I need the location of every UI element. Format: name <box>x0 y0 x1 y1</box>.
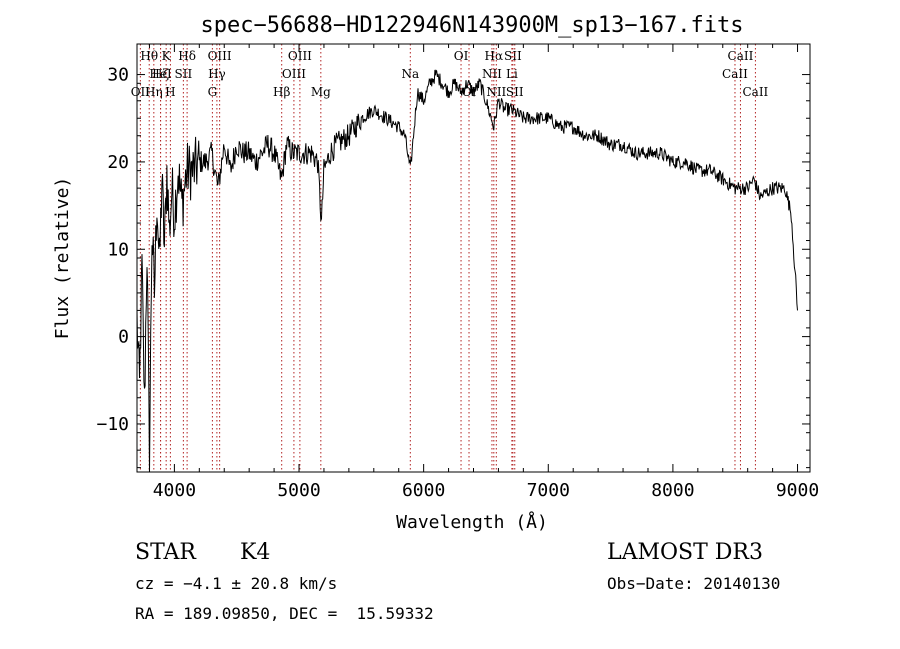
line-marker-label: SII <box>506 85 524 99</box>
line-marker-label: Hβ <box>273 85 290 99</box>
line-marker-label: Hη <box>145 85 163 99</box>
line-marker-label: OIII <box>288 49 312 63</box>
y-tick-label: 20 <box>107 152 129 173</box>
x-axis: 4000 5000 6000 7000 8000 9000 <box>148 44 819 501</box>
y-axis-label: Flux (relative) <box>52 177 73 340</box>
line-marker-label: NII <box>482 67 502 81</box>
plot-frame <box>136 43 811 473</box>
line-marker-label: HeI <box>149 67 172 81</box>
x-tick-label: 8000 <box>651 480 694 501</box>
line-marker-label: K <box>162 49 172 63</box>
chart-title: spec−56688−HD122946N143900M_sp13−167.fit… <box>200 13 743 38</box>
line-marker-label: H <box>165 85 175 99</box>
line-marker-label: CaII <box>722 67 748 81</box>
line-markers: HθOIIHηHζHeIKHSIIHδGOIIIHγHβOIIIOIIIMgNa… <box>131 44 769 472</box>
survey-name: LAMOST DR3 <box>607 540 763 565</box>
line-marker-label: SII <box>175 67 193 81</box>
line-marker-label: SII <box>504 49 522 63</box>
obs-date: Obs−Date: 20140130 <box>607 574 781 593</box>
coordinates: RA = 189.09850, DEC = 15.59332 <box>135 604 434 623</box>
line-marker-label: Hζ <box>152 67 169 81</box>
line-marker-label: Hθ <box>140 49 158 63</box>
line-marker-label: NII <box>486 85 506 99</box>
x-tick-label: 7000 <box>527 480 570 501</box>
line-marker-label: CaII <box>742 85 768 99</box>
x-tick-label: 6000 <box>402 480 445 501</box>
line-marker-label: Hγ <box>208 67 226 81</box>
line-marker-label: OI <box>454 49 469 63</box>
y-tick-label: 10 <box>107 239 129 260</box>
line-marker-label: CaII <box>728 49 754 63</box>
line-marker-label: OIII <box>282 67 306 81</box>
object-subclass: K4 <box>240 540 271 565</box>
x-tick-label: 9000 <box>776 480 819 501</box>
x-tick-label: 5000 <box>277 480 320 501</box>
line-marker-label: Hδ <box>178 49 196 63</box>
y-tick-label: 0 <box>118 327 129 348</box>
x-axis-label: Wavelength (Å) <box>396 511 548 533</box>
spectrum-series <box>136 69 798 473</box>
line-marker-label: Mg <box>311 85 331 99</box>
y-axis: −10 0 10 20 30 <box>96 65 810 469</box>
redshift-readout: cz = −4.1 ± 20.8 km/s <box>135 574 338 593</box>
line-marker-label: OII <box>131 85 151 99</box>
line-marker-label: G <box>208 85 218 99</box>
object-class: STAR <box>135 540 196 565</box>
line-marker-label: Li <box>506 67 518 81</box>
y-tick-label: 30 <box>107 65 129 86</box>
line-marker-label: Na <box>401 67 419 81</box>
line-marker-label: Hα <box>485 49 504 63</box>
spectrum-line <box>136 69 798 473</box>
y-tick-label: −10 <box>96 414 129 435</box>
line-marker-label: OIII <box>208 49 232 63</box>
x-tick-label: 4000 <box>153 480 196 501</box>
